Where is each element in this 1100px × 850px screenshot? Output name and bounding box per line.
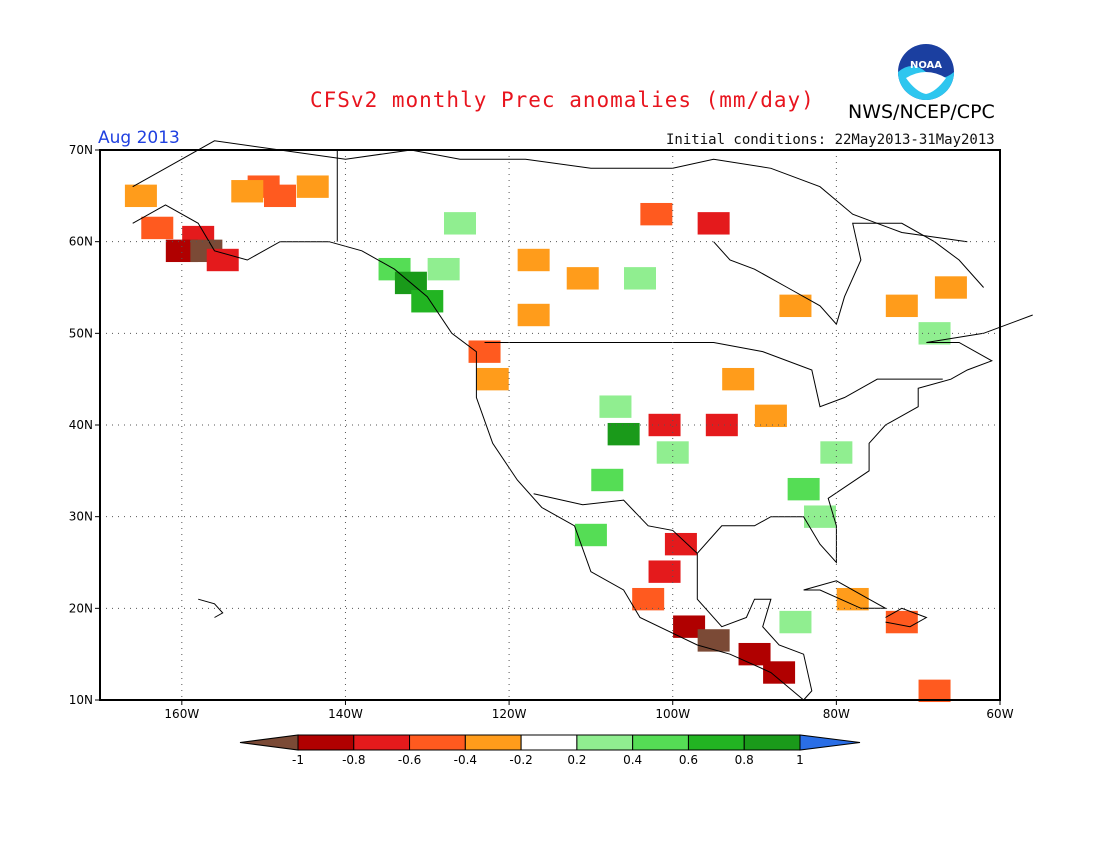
anomaly-cell [664, 532, 697, 556]
anomaly-cell [165, 239, 198, 263]
anomaly-cell [787, 477, 820, 501]
anomaly-cell [738, 642, 771, 666]
us-canada-border [484, 342, 943, 408]
forecast-month: Aug 2013 [98, 128, 180, 148]
anomaly-cell [517, 303, 550, 327]
anomaly-cell [754, 404, 787, 428]
anomaly-cell [141, 216, 174, 240]
anomaly-cell [656, 441, 689, 464]
anomaly-cell [648, 560, 681, 583]
legend-label: -0.2 [509, 753, 532, 767]
color-legend: -1 -0.8 -0.6 -0.4 -0.2 0.2 0.4 0.6 0.8 1 [239, 734, 861, 767]
anomaly-cells [124, 175, 967, 703]
legend-swatch [576, 734, 634, 751]
lon-tick-label: 120W [492, 707, 527, 721]
legend-swatch [520, 734, 578, 751]
lat-tick-label: 40N [69, 418, 93, 432]
anomaly-cell [607, 422, 640, 446]
anomaly-cell [427, 257, 460, 281]
anomaly-cell [624, 267, 656, 290]
anomaly-cell [264, 184, 296, 208]
legend-swatch [409, 734, 466, 751]
anomaly-cell [836, 587, 869, 611]
anomaly-cell [476, 367, 509, 391]
lat-tick-label: 50N [69, 326, 93, 340]
legend-label: 0.2 [567, 753, 586, 767]
lon-tick-label: 80W [823, 707, 850, 721]
anomaly-cell [885, 294, 918, 318]
axis-ticks: 160W 140W 120W 100W 80W 60W 70N 60N 50N 40N 30N 20N… [69, 143, 1014, 721]
legend-arrow-low [239, 734, 299, 751]
lon-tick-label: 160W [164, 707, 199, 721]
legend-label: 0.8 [735, 753, 754, 767]
legend-label: 1 [796, 753, 804, 767]
anomaly-cell [779, 294, 812, 318]
anomaly-cell [820, 441, 853, 464]
anomaly-cell [599, 395, 632, 418]
legend-swatch [464, 734, 522, 751]
coastline-segment [885, 607, 928, 628]
anomaly-cell [640, 202, 673, 226]
legend-swatch [632, 734, 689, 751]
logo-text: NOAA [910, 60, 942, 71]
anomaly-cell [632, 587, 665, 611]
legend-label: -0.8 [342, 753, 365, 767]
lon-tick-label: 60W [986, 707, 1013, 721]
lat-tick-label: 70N [69, 143, 93, 157]
anomaly-cell [411, 290, 444, 313]
org-label: NWS/NCEP/CPC [848, 101, 995, 123]
lat-tick-label: 20N [69, 601, 93, 615]
legend-label: -0.6 [398, 753, 421, 767]
anomaly-cell [763, 661, 796, 684]
noaa-logo-icon: NOAA [898, 44, 954, 100]
anomaly-cell [697, 629, 730, 652]
legend-label: -1 [292, 753, 304, 767]
legend-swatch [743, 734, 801, 751]
legend-label: -0.4 [454, 753, 477, 767]
lat-tick-label: 60N [69, 235, 93, 249]
lon-tick-label: 100W [655, 707, 690, 721]
legend-swatch [687, 734, 745, 751]
legend-swatch [297, 734, 355, 751]
anomaly-cell [468, 340, 501, 363]
initial-conditions: Initial conditions: 22May2013-31May2013 [666, 132, 995, 148]
anomaly-cell [697, 212, 730, 235]
anomaly-cell [566, 267, 599, 290]
coastline-segment [198, 598, 224, 618]
anomaly-cell [296, 175, 329, 198]
coastline-segment [696, 314, 1033, 701]
anomaly-cell [885, 610, 918, 634]
coastline-segment [132, 204, 804, 701]
legend-swatch [353, 734, 411, 751]
anomaly-cell [779, 610, 812, 634]
coastline-segment [803, 580, 888, 609]
coastline-segment [132, 140, 968, 243]
lat-tick-label: 30N [69, 510, 93, 524]
anomaly-cell [444, 212, 476, 235]
anomaly-cell [231, 180, 264, 203]
anomaly-cell [206, 248, 239, 272]
anomaly-cell [705, 413, 738, 437]
legend-label: 0.6 [679, 753, 698, 767]
lat-tick-label: 10N [69, 693, 93, 707]
anomaly-cell [517, 248, 550, 272]
anomaly-cell [124, 184, 157, 208]
us-mexico-border [533, 493, 698, 554]
anomaly-cell [591, 468, 624, 492]
anomaly-cell [934, 276, 967, 299]
anomaly-cell [574, 523, 607, 547]
lon-tick-label: 140W [328, 707, 363, 721]
legend-arrow-high [799, 734, 861, 751]
anomaly-cell [918, 679, 951, 703]
legend-label: 0.4 [623, 753, 642, 767]
anomaly-cell [673, 615, 706, 638]
page-title: CFSv2 monthly Prec anomalies (mm/day) [310, 88, 815, 112]
anomaly-cell [722, 367, 755, 391]
